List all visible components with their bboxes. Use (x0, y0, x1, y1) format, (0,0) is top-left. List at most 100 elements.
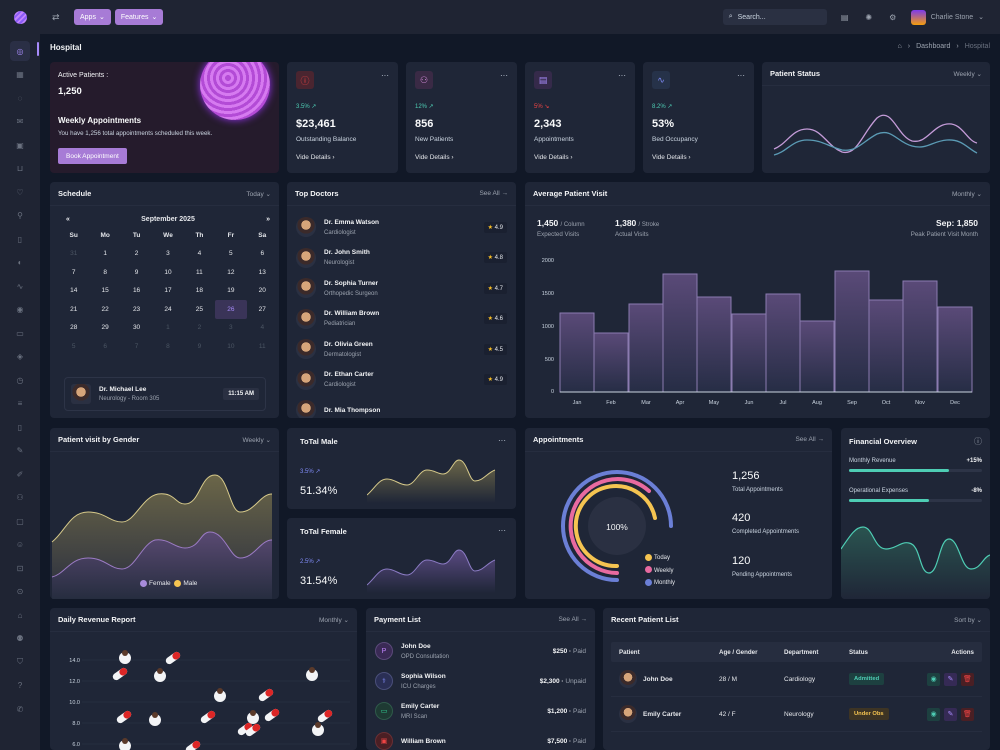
more-options-icon[interactable]: ··· (618, 71, 626, 80)
more-options-icon[interactable]: ··· (498, 526, 506, 535)
info-icon[interactable]: ⓘ (974, 437, 982, 446)
upcoming-appointment[interactable]: Dr. Michael Lee Neurology - Room 305 11:1… (64, 377, 266, 411)
payment-list-item[interactable]: P John Doe OPD Consultation $250 · Paid (366, 636, 595, 666)
calendar-day[interactable]: 2 (134, 250, 139, 258)
sidebar-item-heart[interactable]: ♡ (16, 187, 24, 197)
sidebar-item-calendar[interactable]: ▦ (16, 70, 24, 79)
edit-icon[interactable]: ✎ (944, 707, 957, 721)
calendar-day[interactable]: 16 (132, 287, 141, 295)
doctor-list-item[interactable]: Dr. Mia Thompson (287, 395, 516, 418)
doctor-list-item[interactable]: Dr. Olivia Green Dermatologist ★ 4.5 (287, 334, 516, 365)
sidebar-item-cart[interactable]: ⊔ (16, 164, 24, 173)
calendar-day[interactable]: 5 (71, 342, 76, 350)
sidebar-toggle-icon[interactable]: ⇄ (52, 12, 60, 22)
calendar-day[interactable]: 5 (229, 250, 233, 258)
sidebar-item-list[interactable]: ≡ (17, 399, 23, 408)
calendar-day[interactable]: 13 (258, 268, 266, 276)
sidebar-item-calendar-box[interactable]: ▢ (16, 516, 24, 526)
sidebar-item-user-run[interactable]: ⚲ (17, 211, 23, 220)
calendar-day[interactable]: 23 (132, 305, 141, 313)
calendar-day[interactable]: 7 (134, 342, 139, 350)
sidebar-item-database[interactable]: ◉ (16, 305, 24, 314)
see-all-link[interactable]: See All → (795, 436, 824, 443)
sidebar-item-lock[interactable]: ⊡ (16, 563, 24, 573)
weekly-filter-dropdown[interactable]: Weekly ⌄ (242, 436, 271, 444)
see-all-link[interactable]: See All → (558, 616, 587, 623)
calendar-day[interactable]: 11 (196, 268, 203, 276)
breadcrumb-dashboard[interactable]: Dashboard (916, 43, 951, 50)
sidebar-item-id-card[interactable]: ▭ (16, 328, 24, 338)
see-all-link[interactable]: See All → (479, 190, 508, 197)
app-logo[interactable] (0, 10, 40, 24)
calendar-day[interactable]: 7 (71, 268, 76, 276)
search-input[interactable]: ⌕ Search... (722, 9, 827, 25)
calendar-day[interactable]: 27 (258, 305, 266, 313)
calendar-day[interactable]: 8 (166, 342, 170, 350)
doctor-list-item[interactable]: Dr. John Smith Neurologist ★ 4.8 (287, 243, 516, 274)
user-menu[interactable]: Charlie Stone ⌄ (910, 9, 984, 25)
view-details-link[interactable]: Vide Details › (296, 154, 335, 161)
sidebar-item-layers[interactable]: ◈ (16, 352, 24, 361)
calendar-day[interactable]: 3 (229, 324, 233, 332)
sidebar-item-edit[interactable]: ✎ (16, 446, 24, 455)
sidebar-item-help[interactable]: ? (17, 681, 23, 690)
today-filter-dropdown[interactable]: Today ⌄ (246, 190, 271, 198)
sidebar-item-settings[interactable]: ⊙ (16, 587, 24, 596)
payment-list-item[interactable]: ▭ Emily Carter MRI Scan $1,200 · Paid (366, 696, 595, 726)
payment-list-item[interactable]: ⚕ Sophia Wilson ICU Charges $2,300 · Unpaid (366, 666, 595, 696)
calendar-day[interactable]: 21 (70, 305, 78, 313)
calendar-day[interactable]: 24 (164, 305, 172, 313)
sidebar-item-home[interactable]: ⌂ (17, 610, 23, 620)
view-details-link[interactable]: Vide Details › (652, 154, 691, 161)
monthly-filter-dropdown[interactable]: Monthly ⌄ (951, 190, 982, 198)
calendar-day[interactable]: 1 (103, 250, 107, 258)
view-icon[interactable]: ◉ (927, 672, 940, 686)
calendar-day[interactable]: 25 (195, 305, 204, 313)
delete-icon[interactable]: 🗑 (961, 707, 974, 721)
monthly-filter-dropdown[interactable]: Monthly ⌄ (318, 616, 349, 624)
calendar-day[interactable]: 1 (166, 324, 170, 332)
calendar-day[interactable]: 29 (101, 324, 109, 332)
sidebar-item-document[interactable]: ▯ (17, 422, 23, 432)
edit-icon[interactable]: ✎ (944, 672, 957, 686)
calendar-day-selected[interactable]: 26 (215, 300, 247, 319)
sidebar-item-mail[interactable]: ✉ (16, 117, 24, 126)
sidebar-item-user[interactable]: ⚉ (16, 634, 24, 643)
sidebar-item-apps[interactable]: ▣ (16, 140, 24, 150)
delete-icon[interactable]: 🗑 (961, 672, 974, 686)
more-options-icon[interactable]: ··· (498, 436, 506, 445)
calendar-day[interactable]: 30 (132, 324, 141, 332)
doctor-list-item[interactable]: Dr. Emma Watson Cardiologist ★ 4.9 (287, 212, 516, 243)
calendar-day[interactable]: 15 (101, 287, 109, 295)
calendar-day[interactable]: 12 (227, 268, 235, 276)
doctor-list-item[interactable]: Dr. Ethan Carter Cardiologist ★ 4.9 (287, 365, 516, 396)
home-icon[interactable]: ⌂ (897, 43, 902, 50)
sidebar-item-file[interactable]: ▯ (17, 234, 23, 244)
view-icon[interactable]: ◉ (927, 707, 940, 721)
calendar-day[interactable]: 10 (164, 268, 172, 276)
calendar-day[interactable]: 4 (197, 250, 202, 258)
calendar-day[interactable]: 17 (164, 287, 172, 295)
calendar-day[interactable]: 8 (103, 268, 107, 276)
sidebar-item-smile[interactable]: ☺ (15, 540, 25, 549)
sidebar-item-pen[interactable]: ✐ (16, 469, 24, 479)
calendar-day[interactable]: 28 (70, 324, 78, 332)
more-options-icon[interactable]: ··· (737, 71, 745, 80)
sidebar-item-activity[interactable]: ∿ (16, 281, 24, 291)
calendar-day[interactable]: 6 (103, 342, 107, 350)
sidebar-item-chat[interactable]: ◌ (17, 93, 23, 103)
calendar-day[interactable]: 9 (197, 342, 202, 350)
sidebar-item-badge[interactable]: ⛉ (17, 657, 23, 666)
sidebar-item-users[interactable]: ⚇ (16, 493, 24, 502)
calendar-icon[interactable]: ▤ (840, 12, 849, 22)
sidebar-item-palette[interactable]: ◐ (17, 258, 23, 267)
sidebar-item-clock[interactable]: ◷ (16, 375, 24, 385)
calendar-day[interactable]: 6 (260, 250, 265, 258)
settings-icon[interactable]: ⚙ (889, 12, 897, 22)
apps-dropdown-button[interactable]: Apps ⌄ (74, 9, 111, 25)
calendar-day[interactable]: 31 (70, 250, 78, 258)
calendar-day[interactable]: 10 (227, 342, 235, 350)
doctor-list-item[interactable]: Dr. William Brown Pediatrician ★ 4.6 (287, 304, 516, 335)
features-dropdown-button[interactable]: Features ⌄ (114, 9, 164, 25)
view-details-link[interactable]: Vide Details › (415, 154, 454, 161)
